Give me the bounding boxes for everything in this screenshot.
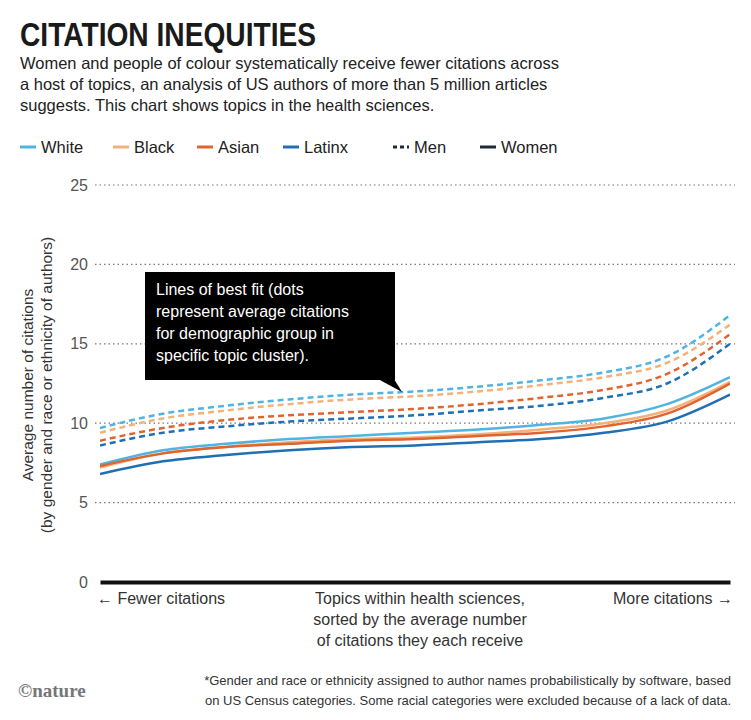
series-line — [100, 395, 730, 474]
footnote: on US Census categories. Some racial cat… — [205, 693, 731, 708]
legend-swatch — [480, 146, 496, 149]
y-tick-label: 10 — [70, 415, 88, 432]
y-tick: 10 — [70, 415, 98, 432]
x-axis-right-label: More citations → — [613, 590, 733, 607]
subtitle: Women and people of colour systematicall… — [20, 54, 559, 72]
series-lines — [100, 315, 730, 474]
series-line — [100, 382, 730, 468]
annotation-box — [145, 272, 395, 380]
grid-line — [95, 184, 735, 185]
title: CITATION INEQUITIES — [20, 15, 316, 53]
y-tick-label: 5 — [79, 494, 88, 511]
legend-swatch — [20, 146, 36, 149]
chart: CITATION INEQUITIESWomen and people of c… — [0, 0, 751, 720]
x-axis-title: of citations they each receive — [317, 632, 523, 649]
grid — [95, 185, 735, 503]
legend-label: White — [41, 138, 83, 156]
x-axis-title: sorted by the average number — [313, 611, 527, 628]
y-tick: 0 — [79, 574, 98, 591]
x-axis-line — [101, 581, 731, 585]
annotation-pointer — [378, 379, 402, 392]
annotation-text: Lines of best fit (dots — [156, 281, 304, 298]
subtitle: suggests. This chart shows topics in the… — [20, 96, 434, 114]
annotation-text: for demographic group in — [156, 325, 334, 342]
legend-swatch — [113, 146, 129, 149]
source: ©nature — [18, 680, 86, 701]
y-tick: 20 — [70, 256, 98, 273]
y-axis-title: (by gender and race or ethnicity of auth… — [38, 237, 55, 533]
legend-label: Black — [134, 138, 175, 156]
x-axis-title: Topics within health sciences, — [315, 590, 525, 607]
annotation: Lines of best fit (dots represent average… — [145, 272, 402, 392]
legend-swatch — [283, 146, 299, 149]
annotation-text: represent average citations — [156, 303, 349, 320]
y-tick: 15 — [70, 335, 98, 352]
series-line — [100, 384, 730, 467]
legend-label: Latinx — [304, 138, 349, 156]
y-tick-label: 15 — [70, 335, 88, 352]
series-line — [100, 344, 730, 446]
grid-line — [95, 264, 735, 265]
y-tick-label: 25 — [70, 177, 88, 194]
x-axis — [101, 582, 731, 583]
y-tick-label: 20 — [70, 256, 88, 273]
legend-label: Asian — [218, 138, 259, 156]
legend-swatch — [393, 146, 409, 149]
y-tick-label: 0 — [79, 574, 88, 591]
y-axis-title: Average number of citations — [19, 288, 36, 481]
annotation-text: specific topic cluster). — [156, 347, 309, 364]
y-axis: 0 5 10 15 20 25 — [70, 177, 98, 591]
y-axis-line — [98, 186, 99, 583]
legend: White Black Asian Latinx Men Women — [20, 138, 558, 156]
legend-label: Women — [501, 138, 558, 156]
legend-swatch — [197, 146, 213, 149]
series-line — [100, 334, 730, 440]
legend-label: Men — [414, 138, 446, 156]
y-tick: 5 — [79, 494, 98, 511]
subtitle: a host of topics, an analysis of US auth… — [20, 75, 547, 93]
footnote: *Gender and race or ethnicity assigned t… — [204, 673, 731, 688]
y-tick: 25 — [70, 177, 98, 194]
grid-line — [95, 502, 735, 503]
x-axis-left-label: ← Fewer citations — [97, 590, 225, 607]
